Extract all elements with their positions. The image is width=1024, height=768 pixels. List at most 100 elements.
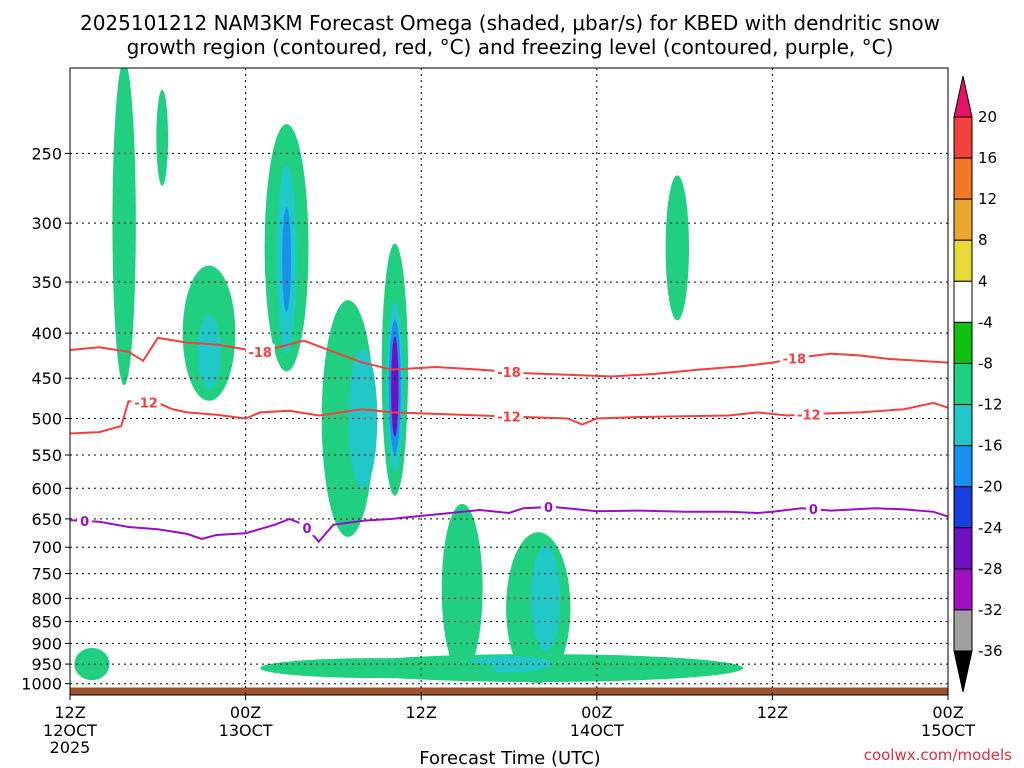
contour-label-bg [541,499,557,515]
y-tick-label-500: 500 [31,410,62,429]
chart-title-line-2: growth region (contoured, red, °C) and f… [127,35,894,59]
colorbar-box-7 [953,404,973,447]
contour-label-bg [494,408,524,424]
contour-label-dgz_-18-2: -18 [783,353,807,368]
contour-label-bg [794,406,824,422]
y-tick-label-600: 600 [31,479,62,498]
contour-label-dgz_-12-0: -12 [134,396,158,411]
colorbar-box-11 [953,568,973,611]
x-tick-label-36-line2: 14OCT [570,721,624,740]
contour-line-dgz_-12 [70,400,948,435]
y-tick-label-550: 550 [31,446,62,465]
colorbar-box-4 [953,280,973,323]
omega-region-7 [282,207,291,313]
y-tick-label-450: 450 [31,369,62,388]
omega-region-0 [74,647,110,681]
colorbar-label--4: -4 [978,313,993,331]
colorbar-label--12: -12 [978,396,1003,414]
colorbar-label--16: -16 [978,437,1003,455]
y-tick-label-650: 650 [31,510,62,529]
colorbar-label-4: 4 [978,272,988,290]
y-tick-label-350: 350 [31,273,62,292]
colorbar: 20 16 12 8 4 -4 -8 -12 -16 -20 -24 -28 -32 -36 [953,75,1003,693]
plot-frame [69,67,949,696]
y-tick-label-750: 750 [31,565,62,584]
colorbar-box-12 [953,609,973,652]
contour-line-dgz_-18 [70,336,948,378]
y-tick-label-1000: 1000 [21,675,62,694]
y-axis-ticks: 250 300 350 400 450 500 550 600 650 700 750 800 850 9… [21,144,70,694]
y-tick-label-900: 900 [31,634,62,653]
y-tick-label-800: 800 [31,589,62,608]
colorbar-label-20: 20 [978,108,997,126]
chart-title-line-1: 2025101212 NAM3KM Forecast Omega (shaded… [80,11,940,35]
colorbar-label-8: 8 [978,231,988,249]
colorbar-box-0 [953,116,973,159]
x-tick-label-12-line2: 13OCT [219,721,273,740]
contour-label-dgz_-12-1: -12 [497,410,521,425]
omega-region-2 [156,89,169,186]
x-tick-label-24-line1: 12Z [406,703,437,722]
x-tick-label-36-line1: 00Z [581,703,612,722]
temperature-contours: -18 -18 -18 -12 -12 -12 0 0 0 0 [70,336,948,544]
colorbar-label--36: -36 [978,642,1003,660]
x-tick-label-60-line1: 00Z [932,703,963,722]
colorbar-box-10 [953,527,973,570]
x-tick-label-48-line1: 12Z [757,703,788,722]
colorbar-box-1 [953,157,973,200]
contour-label-bg [494,363,524,379]
contour-label-freezing_0-3: 0 [809,503,818,518]
omega-region-19 [665,175,689,321]
colorbar-top-arrow [953,75,973,118]
colorbar-label-12: 12 [978,190,997,208]
contour-label-freezing_0-1: 0 [303,522,312,537]
colorbar-label--28: -28 [978,560,1003,578]
y-tick-label-300: 300 [31,214,62,233]
y-tick-label-400: 400 [31,324,62,343]
contour-label-dgz_-18-1: -18 [497,366,521,381]
colorbar-box-6 [953,362,973,406]
y-tick-label-250: 250 [31,144,62,163]
contour-label-bg [77,512,93,528]
contour-label-freezing_0-0: 0 [80,515,89,530]
colorbar-box-3 [953,239,973,282]
x-tick-label-0-line2: 12OCT [43,721,97,740]
colorbar-box-5 [953,321,973,364]
terrain-ground [70,687,948,695]
colorbar-box-8 [953,445,973,488]
colorbar-label--24: -24 [978,519,1003,537]
contour-label-bg [131,394,161,410]
omega-region-9 [348,348,378,489]
omega-region-1 [112,68,136,386]
contour-label-freezing_0-2: 0 [544,501,553,516]
contour-line-freezing_0 [70,505,948,544]
colorbar-bottom-arrow [953,650,973,693]
x-tick-label-0-line1: 12Z [54,703,85,722]
contour-label-bg [245,343,275,359]
y-tick-label-950: 950 [31,655,62,674]
omega-region-4 [197,315,221,389]
x-tick-label-12-line1: 00Z [230,703,261,722]
colorbar-label-16: 16 [978,149,997,167]
contour-label-bg [805,501,821,517]
contour-label-dgz_-18-0: -18 [248,346,272,361]
omega-region-14 [441,503,483,674]
contour-label-bg [299,520,315,536]
omega-region-13 [391,336,399,437]
colorbar-label--32: -32 [978,601,1003,619]
terrain-fill [70,687,948,695]
x-axis-label: Forecast Time (UTC) [419,748,600,768]
colorbar-label--20: -20 [978,478,1003,496]
omega-shading [74,68,744,684]
colorbar-box-9 [953,486,973,529]
omega-region-20 [260,658,495,679]
credit-text: coolwx.com/models [864,746,1012,764]
x-tick-label-0-line3: 2025 [50,738,91,757]
contour-label-bg [779,350,809,366]
x-tick-label-60-line2: 15OCT [921,721,975,740]
colorbar-box-2 [953,198,973,241]
y-tick-label-850: 850 [31,613,62,632]
contour-label-dgz_-12-2: -12 [797,408,821,423]
